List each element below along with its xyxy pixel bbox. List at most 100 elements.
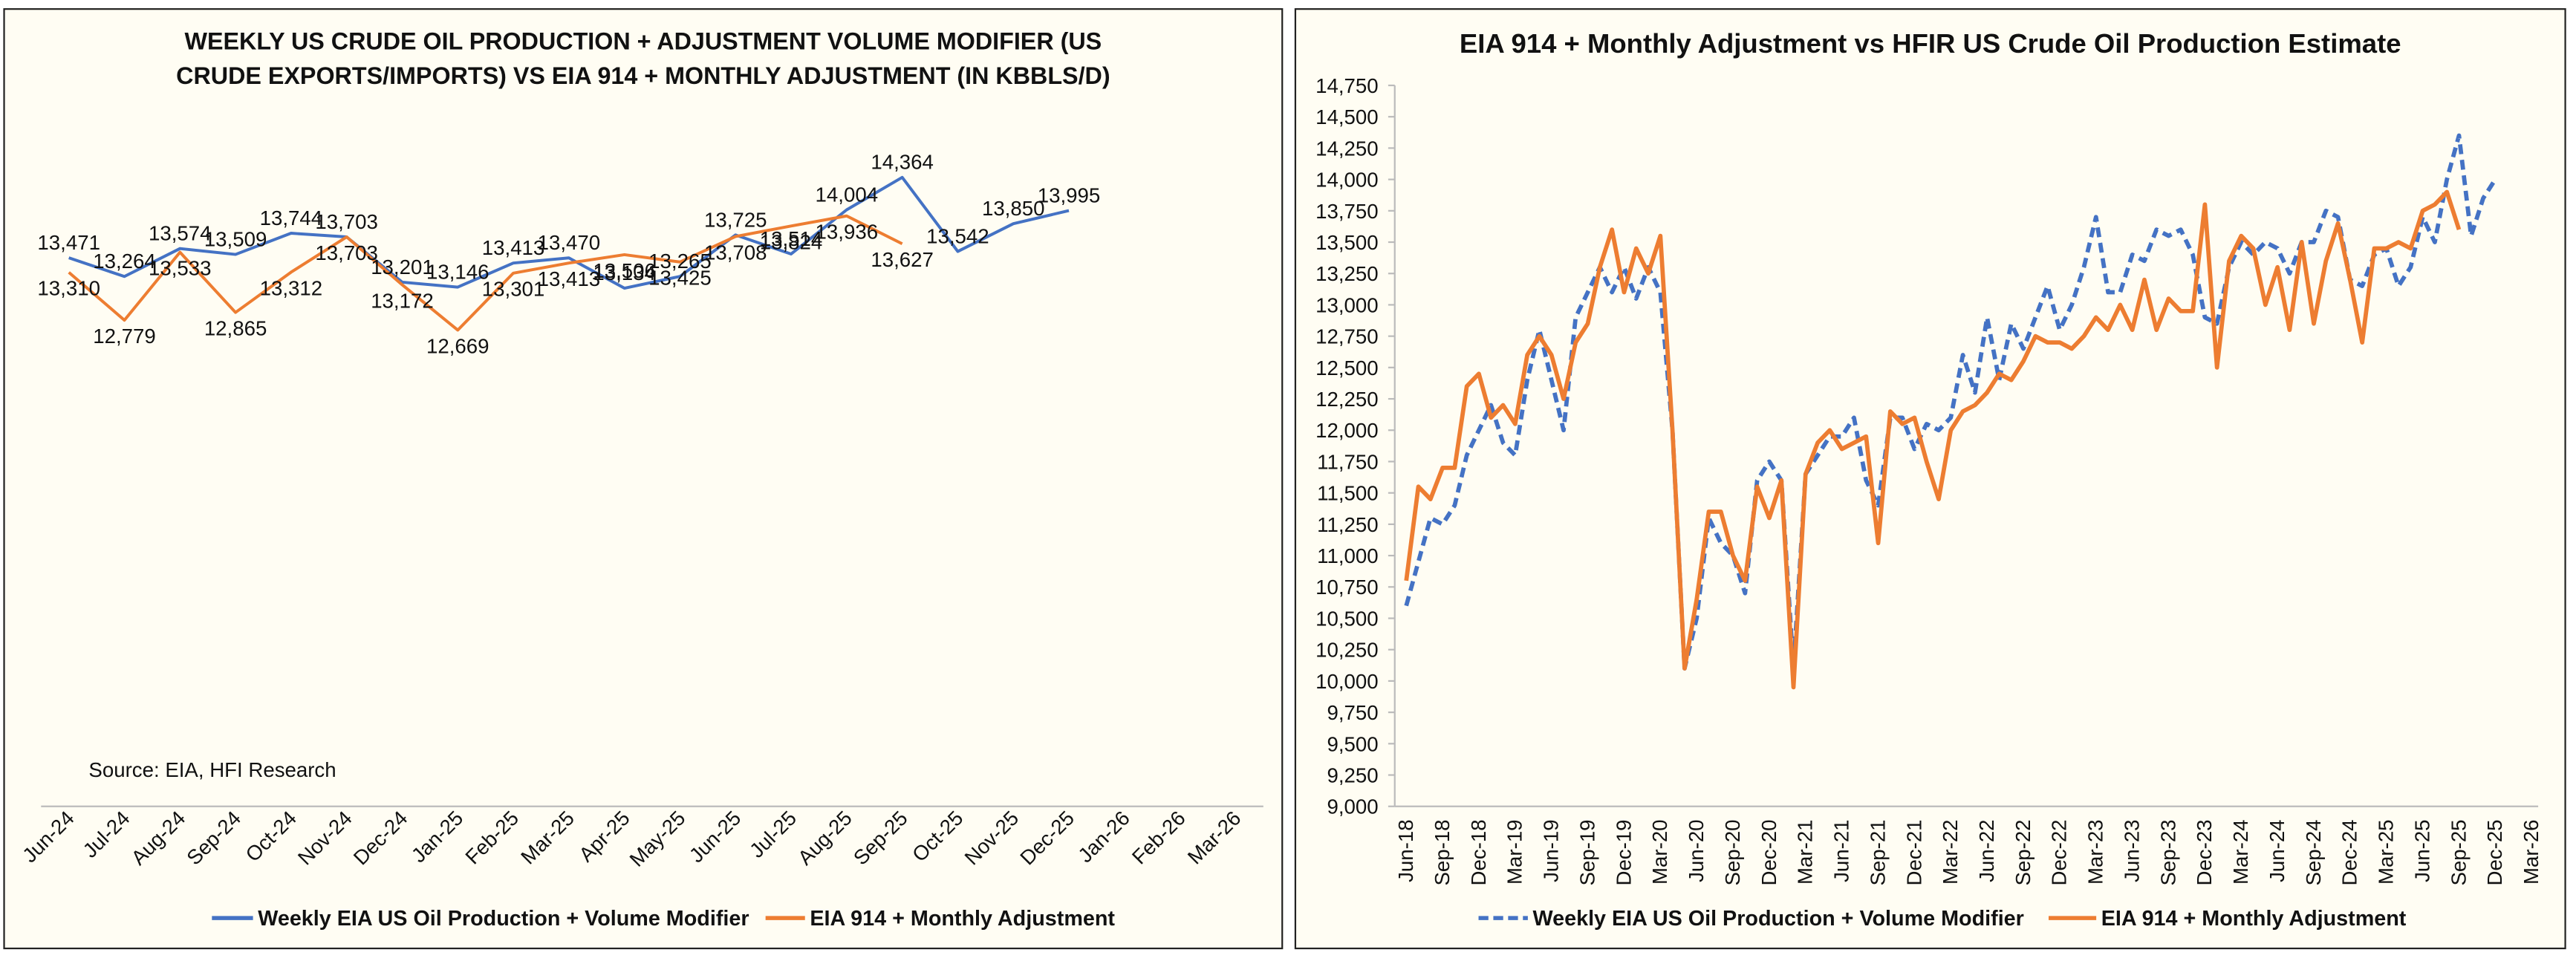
x-tick-label: Sep-20 [1721, 819, 1744, 885]
x-tick-label: Mar-19 [1503, 819, 1526, 885]
y-tick-label: 10,000 [1315, 670, 1379, 693]
data-label: 14,364 [871, 151, 934, 174]
x-tick-label: Mar-21 [1794, 819, 1817, 885]
x-tick-label: Sep-25 [2447, 819, 2470, 885]
x-tick-label: Mar-23 [2084, 819, 2107, 885]
data-label: 13,995 [1038, 184, 1101, 207]
source-note: Source: EIA, HFI Research [88, 758, 336, 781]
x-tick-label: Dec-25 [1015, 807, 1079, 870]
chart: Jun-24 Jul-24Aug-24Sep-24Oct-24Nov-24Dec-… [18, 151, 1263, 931]
data-label: 13,533 [149, 257, 212, 280]
legend-label: EIA 914 + Monthly Adjustment [810, 907, 1115, 931]
x-tick-label: Sep-21 [1866, 819, 1889, 885]
x-tick-label: Aug-25 [793, 807, 856, 870]
data-label: 12,779 [93, 325, 156, 348]
x-tick-label: Jun-24 [2266, 819, 2289, 882]
y-tick-label: 11,000 [1317, 544, 1378, 567]
y-tick-label: 9,750 [1327, 701, 1378, 724]
x-tick-label: Mar-25 [516, 807, 579, 869]
chart: 9,000 9,250 9,500 9,750 10,000 10,250 10,500 10… [1315, 74, 2543, 931]
x-tick-label: Dec-19 [1612, 819, 1635, 885]
data-label: 13,514 [760, 227, 823, 250]
x-tick-label: May-25 [625, 807, 689, 871]
y-tick-label: 12,250 [1315, 388, 1379, 411]
y-tick-label: 14,750 [1315, 74, 1379, 97]
y-tick-label: 11,250 [1317, 513, 1378, 536]
x-tick-label: Mar-26 [1183, 807, 1246, 869]
legend-label: Weekly EIA US Oil Production + Volume Mo… [1533, 907, 2024, 931]
x-tick-label: Feb-25 [461, 807, 523, 869]
legend-label: Weekly EIA US Oil Production + Volume Mo… [258, 907, 749, 931]
legend-label: EIA 914 + Monthly Adjustment [2101, 907, 2407, 931]
data-label: 13,265 [648, 250, 712, 273]
x-tick-label: Dec-24 [2338, 819, 2361, 885]
y-tick-label: 12,750 [1315, 325, 1379, 348]
x-tick-label: Oct-25 [908, 807, 968, 867]
y-tick-label: 10,500 [1315, 607, 1379, 630]
data-label: 13,301 [482, 278, 545, 301]
x-tick-label: Jun-24 [18, 807, 79, 867]
data-label: 13,506 [593, 259, 656, 282]
y-tick-label: 12,500 [1315, 356, 1379, 380]
y-tick-label: 14,500 [1315, 105, 1379, 128]
x-tick-label: Sep-24 [182, 807, 245, 870]
y-tick-label: 11,750 [1317, 450, 1378, 473]
data-label: 13,425 [648, 267, 712, 290]
data-label: 13,574 [149, 222, 212, 245]
data-label: 13,824 [760, 230, 823, 253]
x-tick-label: Sep-22 [2011, 819, 2035, 885]
x-tick-label: Mar-26 [2520, 819, 2543, 885]
data-label: 12,865 [204, 317, 267, 340]
x-tick-label: Dec-25 [2483, 819, 2506, 885]
y-tick-label: 9,500 [1327, 732, 1378, 755]
x-tick-label: Feb-26 [1128, 807, 1190, 869]
data-label: 13,936 [816, 221, 879, 244]
x-tick-label: Sep-18 [1431, 819, 1454, 885]
data-label: 13,264 [93, 250, 156, 273]
x-tick-label: Aug-24 [126, 807, 189, 870]
x-tick-label: Mar-20 [1648, 819, 1671, 885]
series-line [68, 214, 903, 332]
data-label: 13,134 [593, 261, 656, 284]
x-tick-label: Sep-25 [849, 807, 912, 870]
data-label: 13,627 [871, 248, 934, 271]
x-tick-label: Jul-24 [78, 807, 134, 862]
data-label: 13,172 [371, 289, 434, 312]
y-tick-label: 11,500 [1317, 482, 1378, 505]
data-label: 13,413 [538, 267, 601, 290]
x-tick-label: Apr-25 [574, 807, 634, 867]
y-tick-label: 13,500 [1315, 231, 1379, 254]
data-label: 13,470 [538, 231, 601, 254]
x-tick-label: Nov-24 [293, 807, 357, 870]
data-label: 12,669 [426, 334, 489, 357]
data-label: 13,703 [315, 241, 378, 264]
y-tick-label: 13,250 [1315, 262, 1379, 285]
data-label: 13,509 [204, 228, 267, 251]
data-label: 13,703 [315, 210, 378, 233]
y-tick-label: 12,000 [1315, 419, 1379, 442]
x-tick-label: Dec-18 [1467, 819, 1490, 885]
data-label: 13,146 [426, 261, 489, 284]
series-line [1404, 133, 2497, 671]
data-label: 13,542 [926, 224, 989, 247]
y-tick-label: 14,000 [1315, 169, 1379, 192]
x-tick-label: Jun-20 [1685, 819, 1708, 882]
x-tick-label: Mar-25 [2375, 819, 2398, 885]
data-label: 13,744 [260, 206, 323, 229]
x-tick-label: Jun-18 [1394, 819, 1417, 882]
chart-panel: EIA 914 + Monthly Adjustment vs HFIR US … [1294, 8, 2566, 950]
x-tick-label: Jun-23 [2120, 819, 2143, 882]
chart-title: EIA 914 + Monthly Adjustment vs HFIR US … [1459, 29, 2401, 59]
data-label: 13,413 [482, 236, 545, 259]
series-line [1404, 189, 2462, 690]
data-label: 13,708 [704, 241, 767, 264]
series-line [68, 175, 1070, 290]
x-tick-label: Dec-20 [1757, 819, 1780, 885]
x-tick-label: Sep-23 [2156, 819, 2179, 885]
x-tick-label: Dec-23 [2193, 819, 2216, 885]
x-tick-label: Mar-22 [1939, 819, 1962, 885]
data-label: 13,310 [37, 277, 100, 300]
x-tick-label: Dec-22 [2048, 819, 2071, 885]
